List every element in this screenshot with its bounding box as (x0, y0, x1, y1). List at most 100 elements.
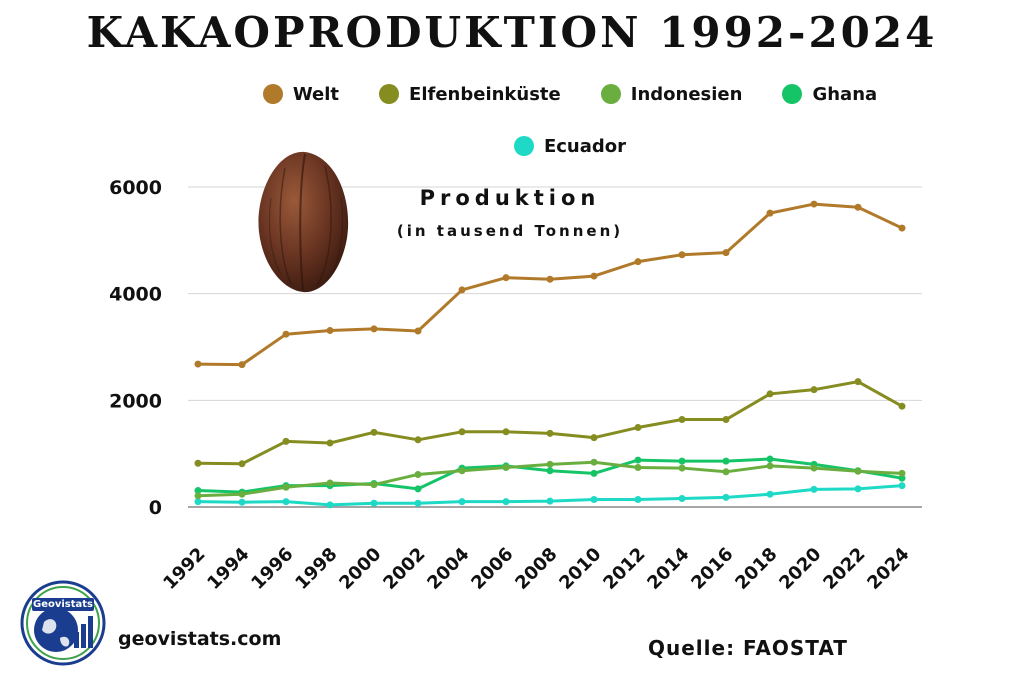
data-point-indonesien (590, 458, 598, 466)
data-point-elfenbeink-ste (282, 437, 290, 445)
data-point-ghana (722, 457, 730, 465)
data-point-ecuador (414, 499, 422, 507)
data-point-ecuador (370, 499, 378, 507)
x-tick-label: 1994 (203, 544, 253, 594)
source-note: Quelle: FAOSTAT (648, 636, 848, 660)
x-tick-label: 2000 (335, 544, 385, 594)
data-point-indonesien (502, 464, 510, 472)
chart-unit-label: (in tausend Tonnen) (396, 222, 624, 240)
data-point-indonesien (370, 481, 378, 489)
chart-title: KAKAOPRODUKTION 1992-2024 (86, 8, 938, 57)
x-tick-label: 2020 (775, 544, 825, 594)
data-point-ecuador (194, 498, 202, 506)
data-point-ecuador (766, 490, 774, 498)
data-point-elfenbeink-ste (458, 428, 466, 436)
website-link[interactable]: geovistats.com (118, 628, 282, 650)
data-point-ecuador (898, 482, 906, 490)
data-point-ecuador (326, 501, 334, 509)
data-point-welt (722, 249, 730, 257)
data-point-welt (766, 209, 774, 217)
legend-label: Elfenbeinküste (409, 83, 561, 105)
x-tick-label: 2004 (423, 544, 473, 594)
data-point-elfenbeink-ste (326, 439, 334, 447)
y-tick-label: 6000 (109, 177, 162, 199)
data-point-welt (634, 258, 642, 266)
x-tick-label: 2016 (687, 544, 737, 594)
data-point-indonesien (722, 468, 730, 476)
data-point-ecuador (282, 498, 290, 506)
data-point-ghana (766, 455, 774, 463)
data-point-welt (590, 272, 598, 280)
x-tick-label: 2002 (379, 544, 429, 594)
data-point-indonesien (678, 464, 686, 472)
data-point-ecuador (502, 498, 510, 506)
x-tick-label: 1992 (159, 544, 209, 594)
data-point-elfenbeink-ste (370, 428, 378, 436)
data-point-indonesien (194, 492, 202, 500)
y-tick-label: 0 (149, 497, 162, 519)
x-tick-label: 2018 (731, 544, 781, 594)
legend-marker (513, 136, 534, 156)
data-point-elfenbeink-ste (810, 386, 818, 394)
legend-label: Ghana (812, 83, 878, 105)
data-point-elfenbeink-ste (766, 390, 774, 398)
data-point-elfenbeink-ste (634, 424, 642, 432)
x-tick-label: 2006 (467, 544, 517, 594)
data-point-ghana (898, 474, 906, 482)
data-point-elfenbeink-ste (898, 402, 906, 410)
data-point-welt (414, 327, 422, 335)
data-point-ecuador (546, 497, 554, 505)
data-point-welt (810, 200, 818, 208)
x-tick-label: 2012 (599, 544, 649, 594)
data-point-elfenbeink-ste (238, 460, 246, 468)
legend-marker (782, 84, 803, 104)
globe-chart-logo-icon (20, 580, 106, 666)
legend-item-ghana: Ghana (782, 82, 877, 106)
x-tick-label: 1998 (291, 544, 341, 594)
data-point-ghana (590, 469, 598, 477)
data-point-ecuador (722, 493, 730, 501)
data-point-elfenbeink-ste (502, 428, 510, 436)
x-tick-label: 2010 (555, 544, 605, 594)
x-tick-label: 2024 (863, 544, 913, 594)
legend-marker (379, 84, 400, 104)
series-line-elfenbeink-ste (197, 380, 903, 466)
data-point-ecuador (854, 485, 862, 493)
legend-item-indonesien: Indonesien (600, 82, 743, 106)
data-point-ecuador (810, 485, 818, 493)
data-point-indonesien (414, 470, 422, 478)
data-point-elfenbeink-ste (194, 459, 202, 467)
x-tick-label: 2022 (819, 544, 869, 594)
data-point-welt (458, 286, 466, 294)
data-point-elfenbeink-ste (590, 434, 598, 442)
data-point-ghana (194, 486, 202, 494)
data-point-elfenbeink-ste (678, 416, 686, 424)
data-point-elfenbeink-ste (414, 436, 422, 444)
data-point-welt (898, 224, 906, 232)
legend-item-welt: Welt (262, 82, 339, 106)
data-point-indonesien (326, 479, 334, 487)
y-tick-label: 2000 (109, 390, 162, 412)
data-point-ecuador (678, 494, 686, 502)
legend-label: Indonesien (630, 83, 743, 105)
legend-item-ecuador: Ecuador (513, 134, 626, 158)
data-point-ecuador (590, 496, 598, 504)
data-point-welt (678, 251, 686, 259)
logo-label: Geovistats (32, 598, 94, 611)
data-point-elfenbeink-ste (854, 378, 862, 386)
data-point-indonesien (458, 467, 466, 475)
data-point-ecuador (238, 498, 246, 506)
legend-marker (262, 84, 283, 104)
series-lines (194, 200, 906, 509)
legend-marker (600, 84, 621, 104)
chart-subtitle: Produktion (419, 186, 601, 210)
data-point-ghana (678, 457, 686, 465)
data-point-welt (854, 203, 862, 211)
data-point-indonesien (546, 460, 554, 468)
x-tick-label: 2008 (511, 544, 561, 594)
chart-legend: Welt Elfenbeinküste Indonesien Ghana Ecuador (200, 82, 940, 158)
data-point-indonesien (238, 490, 246, 498)
data-point-indonesien (854, 467, 862, 475)
x-tick-label: 2014 (643, 544, 693, 594)
